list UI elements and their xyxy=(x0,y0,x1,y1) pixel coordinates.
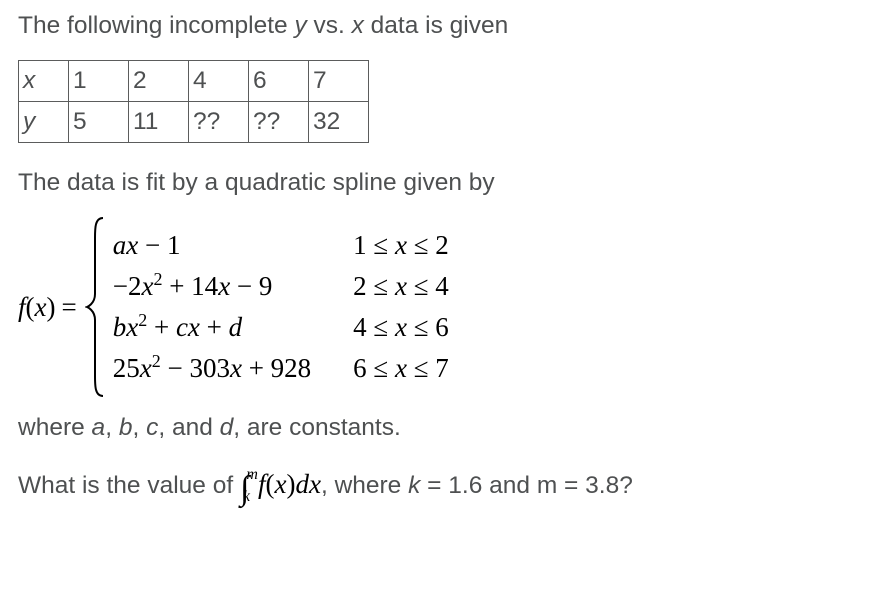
int-open: ( xyxy=(266,469,275,499)
int-lower: k xyxy=(243,488,250,505)
case-expr-3: 25x2 − 303x + 928 xyxy=(113,353,311,384)
fx-label: f(x) xyxy=(18,292,58,323)
fx-eq: = xyxy=(58,292,85,323)
q-prefix: What is the value of xyxy=(18,472,240,499)
intro-vs: vs. xyxy=(307,12,352,39)
where-c3: , and xyxy=(158,414,219,441)
case-range-0: 1 ≤ x ≤ 2 xyxy=(353,230,449,261)
int-x: x xyxy=(275,469,287,499)
int-dx: dx xyxy=(295,469,320,499)
where-a: a xyxy=(92,414,106,441)
q-kvar: k xyxy=(408,472,420,499)
case-range-1: 2 ≤ x ≤ 4 xyxy=(353,271,449,302)
y-cell-2: ?? xyxy=(189,101,249,142)
case-expr-2: bx2 + cx + d xyxy=(113,312,311,343)
where-c2: , xyxy=(132,414,146,441)
q-keq: = 1.6 and m = 3.8? xyxy=(420,472,633,499)
y-cell-3: ?? xyxy=(249,101,309,142)
case-expr-0: ax − 1 xyxy=(113,230,311,261)
where-b: b xyxy=(119,414,133,441)
int-f: f xyxy=(258,469,266,499)
fx-f: f xyxy=(18,292,26,322)
y-cell-4: 32 xyxy=(309,101,369,142)
case-expr-1: −2x2 + 14x − 9 xyxy=(113,271,311,302)
question-line: What is the value of ∫mkf(x)dx, where k … xyxy=(18,464,876,513)
fx-open: ( xyxy=(26,292,35,322)
fx-close: ) xyxy=(47,292,56,322)
intro-suffix: data is given xyxy=(364,12,508,39)
where-c: c xyxy=(146,414,158,441)
intro-y: y xyxy=(294,12,306,39)
intro-prefix: The following incomplete xyxy=(18,12,294,39)
brace-icon xyxy=(85,216,107,398)
x-cell-1: 2 xyxy=(129,60,189,101)
case-range-3: 6 ≤ x ≤ 7 xyxy=(353,353,449,384)
data-table: x 1 2 4 6 7 y 5 11 ?? ?? 32 xyxy=(18,60,369,143)
integrand: f(x)dx xyxy=(258,469,321,499)
where-c1: , xyxy=(105,414,119,441)
problem-statement: The following incomplete y vs. x data is… xyxy=(0,0,894,521)
row-header-x: x xyxy=(19,60,69,101)
fx-x: x xyxy=(35,292,47,322)
y-cell-1: 11 xyxy=(129,101,189,142)
case-range-2: 4 ≤ x ≤ 6 xyxy=(353,312,449,343)
where-line: where a, b, c, and d, are constants. xyxy=(18,410,876,446)
table-row-y: y 5 11 ?? ?? 32 xyxy=(19,101,369,142)
x-cell-3: 6 xyxy=(249,60,309,101)
x-cell-0: 1 xyxy=(69,60,129,101)
integral-expr: ∫mkf(x)dx xyxy=(240,469,321,499)
intro-line: The following incomplete y vs. x data is… xyxy=(18,8,876,44)
where-d: d xyxy=(220,414,234,441)
x-cell-2: 4 xyxy=(189,60,249,101)
where-prefix: where xyxy=(18,414,92,441)
row-header-y: y xyxy=(19,101,69,142)
table-row-x: x 1 2 4 6 7 xyxy=(19,60,369,101)
x-cell-4: 7 xyxy=(309,60,369,101)
int-upper: m xyxy=(246,466,258,483)
cases-grid: ax − 1 1 ≤ x ≤ 2 −2x2 + 14x − 9 2 ≤ x ≤ … xyxy=(107,230,449,384)
intro-x: x xyxy=(352,12,364,39)
left-brace xyxy=(85,216,107,398)
y-cell-0: 5 xyxy=(69,101,129,142)
spline-intro-line: The data is fit by a quadratic spline gi… xyxy=(18,165,876,201)
piecewise-function: f(x) = ax − 1 1 ≤ x ≤ 2 −2x2 + 14x − 9 2… xyxy=(18,216,876,398)
where-suffix: , are constants. xyxy=(233,414,401,441)
q-mid: , where xyxy=(321,472,408,499)
